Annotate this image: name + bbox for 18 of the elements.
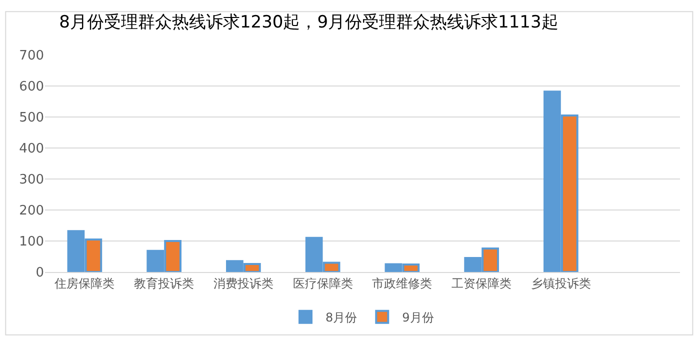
y-tick-label: 100	[19, 234, 44, 250]
legend-label: 8月份	[326, 310, 358, 325]
y-tick-label: 200	[19, 204, 44, 219]
x-tick-label: 教育投诉类	[134, 276, 194, 290]
x-tick-label: 医疗保障类	[292, 276, 353, 290]
y-tick-label: 0	[36, 266, 44, 281]
x-tick-label: 住房保障类	[54, 276, 115, 290]
y-tick-label: 300	[19, 172, 44, 188]
y-tick-label: 700	[19, 48, 44, 64]
x-tick-label: 工资保障类	[452, 276, 512, 290]
y-tick-label: 400	[19, 142, 44, 157]
legend-label: 9月份	[402, 310, 434, 325]
y-tick-label: 500	[19, 110, 44, 126]
x-tick-label: 消费投诉类	[213, 276, 274, 290]
x-tick-label: 市政维修类	[372, 276, 432, 290]
y-tick-label: 600	[19, 80, 44, 95]
chart-title: 8月份受理群众热线诉求1230起，9月份受理群众热线诉求1113起	[59, 12, 558, 32]
x-tick-label: 乡镇投诉类	[530, 276, 591, 290]
